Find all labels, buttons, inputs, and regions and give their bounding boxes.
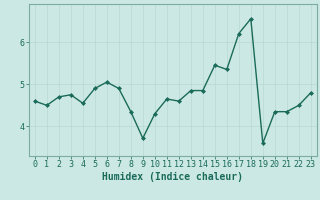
X-axis label: Humidex (Indice chaleur): Humidex (Indice chaleur) — [102, 172, 243, 182]
